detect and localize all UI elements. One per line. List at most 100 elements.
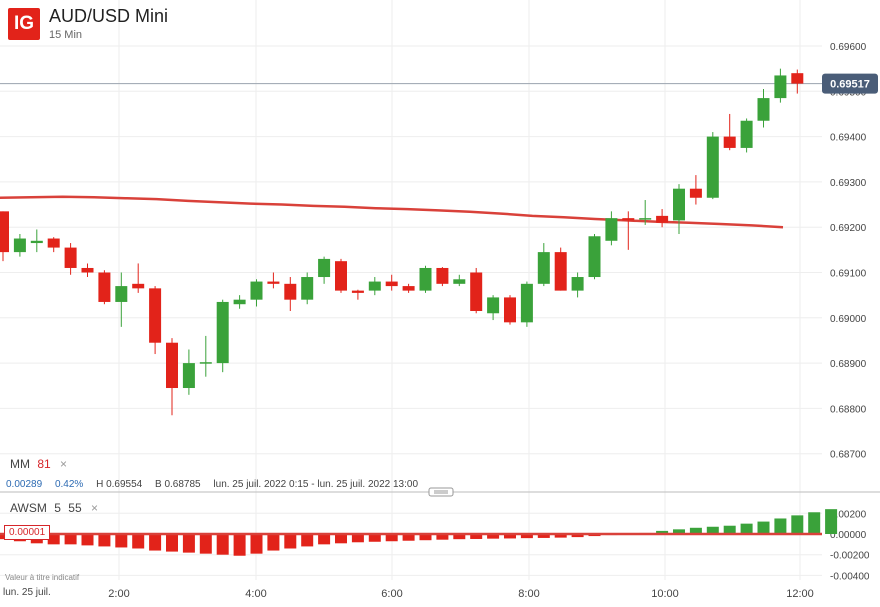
awsm-bar (216, 534, 229, 555)
mm-close-icon[interactable]: × (60, 457, 68, 471)
awsm-bar (368, 534, 381, 542)
candlestick (723, 113, 736, 151)
awsm-bar (267, 534, 280, 551)
candlestick (149, 286, 162, 355)
price-change-pct: 0.42% (54, 479, 84, 490)
awsm-bar (537, 534, 550, 538)
awsm-close-icon[interactable]: × (90, 501, 98, 515)
price-change: 0.00289 (6, 479, 43, 490)
candle-body (81, 267, 94, 273)
candlestick (487, 295, 500, 321)
candle-body (301, 277, 314, 300)
candle-body (571, 277, 584, 291)
candle-body (64, 247, 77, 268)
candle-body (656, 215, 669, 223)
candle-body (233, 299, 246, 305)
awsm-bar (504, 534, 516, 539)
candlestick (673, 184, 685, 234)
candle-body (453, 279, 466, 284)
mm-period: 81 (37, 457, 51, 471)
candlestick (639, 200, 652, 225)
awsm-bar (453, 534, 466, 540)
candle-body (402, 286, 415, 291)
candle-body (419, 267, 432, 291)
candlestick (335, 258, 347, 293)
candle-body (149, 288, 162, 343)
candle-body (47, 238, 60, 248)
awsm-bar (740, 523, 753, 534)
candlestick (554, 247, 567, 291)
candlestick (740, 118, 753, 153)
price-tick-label: 0.69100 (830, 269, 867, 280)
candle-body (605, 218, 618, 241)
awsm-param-2: 55 (68, 501, 82, 515)
awsm-bar (791, 515, 804, 534)
footnote: Valeur à titre indicatif (5, 573, 80, 582)
price-tick-label: 0.69200 (830, 223, 867, 234)
awsm-bar (656, 530, 669, 534)
awsm-bar (166, 534, 178, 552)
candle-body (520, 283, 533, 323)
awsm-bar (689, 527, 702, 534)
osc-tick-label: 0.00200 (830, 509, 867, 520)
awsm-bar (351, 534, 364, 543)
session-high: H 0.69554 (96, 479, 143, 490)
awsm-legend: AWSM 5 55 × (10, 501, 98, 515)
candle-body (470, 272, 483, 312)
awsm-bar (81, 534, 94, 546)
instrument-title: AUD/USD Mini (49, 6, 169, 26)
time-tick-label: 2:00 (108, 588, 129, 600)
awsm-bar (199, 534, 212, 554)
time-tick-label: 6:00 (381, 588, 402, 600)
awsm-bar (233, 534, 246, 556)
current-price-tag (822, 73, 878, 94)
candle-body (0, 211, 9, 253)
candle-body (791, 73, 804, 84)
awsm-bar (757, 521, 770, 534)
awsm-bar (520, 534, 533, 539)
candle-body (689, 188, 702, 198)
candlestick (47, 237, 60, 253)
price-tick-label: 0.68700 (830, 450, 867, 461)
time-tick-label: 12:00 (786, 588, 814, 600)
price-tick-label: 0.69000 (830, 314, 867, 325)
mm-legend: MM 81 × (10, 457, 67, 471)
candlestick (436, 267, 449, 287)
price-tick-label: 0.69600 (830, 42, 867, 53)
candle-body (385, 281, 398, 287)
candlestick (571, 272, 584, 298)
awsm-bar (115, 534, 128, 548)
awsm-bar (571, 534, 584, 538)
candlestick (757, 89, 770, 128)
candlestick (284, 277, 297, 312)
candle-body (757, 98, 770, 121)
awsm-bar (385, 534, 398, 542)
awsm-label: AWSM (10, 501, 47, 515)
osc-tick-label: -0.00200 (830, 551, 870, 562)
candlestick (605, 211, 618, 246)
awsm-bar (47, 534, 60, 545)
date-axis-label: lun. 25 juil. (3, 587, 51, 598)
candlestick (115, 272, 128, 327)
candlestick (182, 349, 195, 395)
candlestick (98, 270, 111, 305)
awsm-bar (301, 534, 314, 547)
candle-body (622, 218, 635, 221)
candle-body (673, 188, 685, 221)
awsm-bar (64, 534, 77, 545)
moving-average-line (0, 195, 784, 229)
awsm-bar (419, 534, 432, 541)
awsm-bar (250, 534, 263, 554)
awsm-bar (825, 509, 838, 534)
candlestick (520, 281, 533, 327)
awsm-bar (132, 534, 145, 549)
candlestick (656, 209, 669, 228)
candlestick (267, 272, 280, 289)
candlestick (504, 295, 516, 325)
osc-tick-label: -0.00400 (830, 571, 870, 582)
candle-body (504, 297, 516, 323)
candlestick (453, 274, 466, 287)
candlestick (791, 69, 804, 94)
awsm-bar (335, 534, 347, 544)
